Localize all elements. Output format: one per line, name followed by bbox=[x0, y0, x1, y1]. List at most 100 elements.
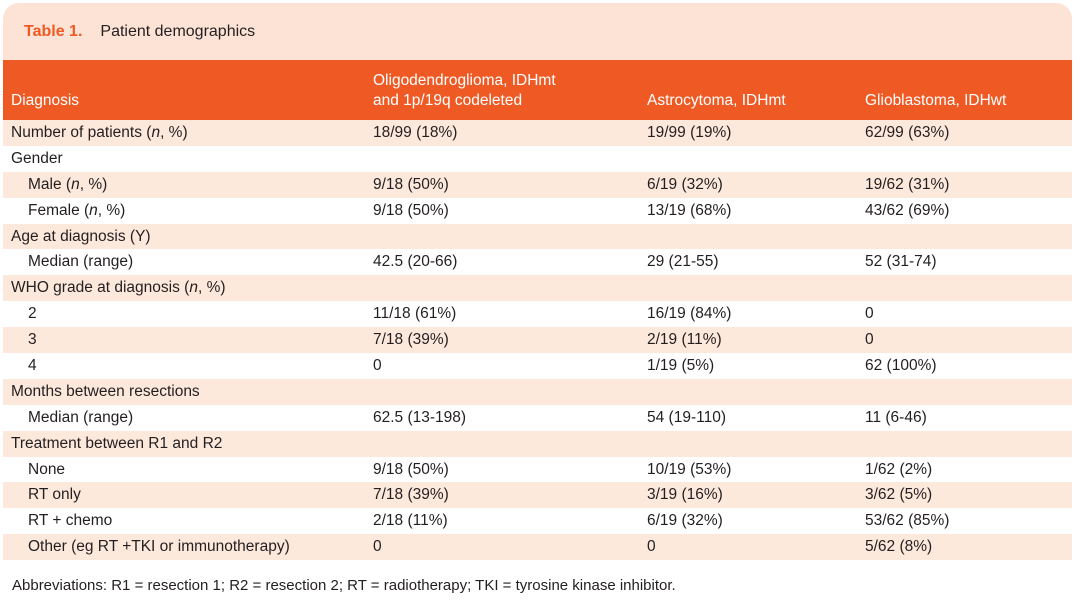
cell-glioblastoma: 62/99 (63%) bbox=[865, 123, 950, 141]
table-title: Patient demographics bbox=[100, 22, 256, 40]
demographics-table-card: Table 1. Patient demographics Diagnosis … bbox=[3, 3, 1072, 561]
table-row: Gender bbox=[3, 145, 1072, 172]
row-label-text: RT + chemo bbox=[28, 512, 113, 530]
cell-glioblastoma bbox=[857, 275, 1072, 301]
row-label-italic: n bbox=[151, 123, 161, 141]
header-astrocytoma: Astrocytoma, IDHmt bbox=[647, 92, 786, 109]
row-label-italic: n bbox=[71, 175, 80, 193]
table-row: RT only 7/18 (39%) 3/19 (16%) 3/62 (5%) bbox=[3, 482, 1072, 509]
cell-oligodendroglioma: 9/18 (50%) bbox=[373, 201, 449, 219]
row-label-text: 2 bbox=[28, 305, 37, 323]
cell-astrocytoma: 3/19 (16%) bbox=[647, 486, 723, 504]
cell-glioblastoma: 11 (6-46) bbox=[865, 408, 927, 426]
cell-oligodendroglioma: 11/18 (61%) bbox=[373, 305, 457, 323]
cell-oligodendroglioma bbox=[365, 224, 639, 250]
header-glioblastoma: Glioblastoma, IDHwt bbox=[865, 92, 1007, 109]
row-label-text: Median (range) bbox=[28, 253, 134, 271]
cell-glioblastoma: 1/62 (2%) bbox=[865, 460, 933, 478]
cell-oligodendroglioma: 7/18 (39%) bbox=[373, 331, 449, 349]
table-row: 4 0 1/19 (5%) 62 (100%) bbox=[3, 353, 1072, 379]
header-diagnosis: Diagnosis bbox=[11, 92, 80, 109]
row-label: 4 bbox=[3, 353, 365, 379]
row-label-text: RT only bbox=[28, 486, 81, 504]
row-label-text: None bbox=[28, 460, 66, 478]
row-label: Gender bbox=[3, 146, 365, 172]
row-label: Months between resections bbox=[3, 379, 365, 405]
row-label: Median (range) bbox=[3, 249, 365, 275]
table-row: Female (n, %) 9/18 (50%) 13/19 (68%) 43/62 … bbox=[3, 197, 1072, 224]
row-label-text: Age at diagnosis (Y) bbox=[11, 227, 151, 245]
row-label-text: Months between resections bbox=[11, 382, 200, 400]
row-label: Treatment between R1 and R2 bbox=[3, 431, 365, 457]
table-row: 3 7/18 (39%) 2/19 (11%) 0 bbox=[3, 327, 1072, 354]
table-row: None 9/18 (50%) 10/19 (53%) 1/62 (2%) bbox=[3, 456, 1072, 483]
cell-astrocytoma bbox=[639, 146, 857, 172]
cell-glioblastoma: 5/62 (8%) bbox=[865, 538, 933, 556]
row-label: RT only bbox=[3, 482, 365, 508]
cell-oligodendroglioma: 9/18 (50%) bbox=[373, 460, 449, 478]
table-footnote: Abbreviations: R1 = resection 1; R2 = re… bbox=[12, 577, 676, 594]
cell-astrocytoma bbox=[639, 379, 857, 405]
cell-oligodendroglioma: 2/18 (11%) bbox=[373, 512, 448, 530]
cell-glioblastoma: 0 bbox=[865, 331, 874, 349]
cell-oligodendroglioma: 7/18 (39%) bbox=[373, 486, 449, 504]
row-label: Age at diagnosis (Y) bbox=[3, 224, 365, 250]
demographics-table: Diagnosis Oligodendroglioma, IDHmt and 1… bbox=[3, 60, 1072, 561]
cell-astrocytoma: 19/99 (19%) bbox=[647, 123, 732, 141]
row-label-text: 3 bbox=[28, 331, 37, 349]
row-label: Female (n, %) bbox=[3, 198, 365, 224]
cell-astrocytoma: 16/19 (84%) bbox=[647, 305, 732, 323]
table-row: Treatment between R1 and R2 bbox=[3, 430, 1072, 457]
row-label-tail: , %) bbox=[197, 279, 226, 297]
row-label: RT + chemo bbox=[3, 508, 365, 534]
table-row: Median (range) 42.5 (20-66) 29 (21-55) 52 (… bbox=[3, 249, 1072, 276]
cell-astrocytoma bbox=[639, 224, 857, 250]
table-row: WHO grade at diagnosis (n, %) bbox=[3, 275, 1072, 302]
cell-astrocytoma: 13/19 (68%) bbox=[647, 201, 732, 219]
row-label-text: Treatment between R1 and R2 bbox=[11, 434, 223, 452]
header-oligodendroglioma-line2: and 1p/19q codeleted bbox=[373, 92, 523, 109]
table-row: Other (eg RT +TKI or immunotherapy) 0 0 5/6… bbox=[3, 534, 1072, 561]
header-oligodendroglioma-line1: Oligodendroglioma, IDHmt bbox=[373, 72, 556, 89]
cell-astrocytoma: 29 (21-55) bbox=[647, 253, 719, 271]
cell-glioblastoma: 43/62 (69%) bbox=[865, 201, 950, 219]
row-label-tail: , %) bbox=[97, 201, 126, 219]
row-label-text: Median (range) bbox=[28, 408, 134, 426]
row-label-tail: , %) bbox=[160, 123, 188, 141]
row-label-text: Female ( bbox=[28, 201, 90, 219]
row-label-text: 4 bbox=[28, 356, 37, 374]
cell-glioblastoma: 3/62 (5%) bbox=[865, 486, 933, 504]
cell-astrocytoma bbox=[639, 431, 857, 457]
cell-astrocytoma: 10/19 (53%) bbox=[647, 460, 732, 478]
row-label: 3 bbox=[3, 327, 365, 353]
cell-astrocytoma: 1/19 (5%) bbox=[647, 356, 715, 374]
cell-glioblastoma: 52 (31-74) bbox=[865, 253, 937, 271]
table-row: Male (n, %) 9/18 (50%) 6/19 (32%) 19/62 (31… bbox=[3, 171, 1072, 198]
cell-oligodendroglioma bbox=[365, 379, 639, 405]
cell-oligodendroglioma bbox=[365, 146, 639, 172]
cell-glioblastoma bbox=[857, 379, 1072, 405]
row-label: Other (eg RT +TKI or immunotherapy) bbox=[3, 534, 365, 560]
cell-astrocytoma bbox=[639, 275, 857, 301]
row-label-tail: , %) bbox=[79, 175, 108, 193]
cell-oligodendroglioma: 9/18 (50%) bbox=[373, 175, 449, 193]
table-row: RT + chemo 2/18 (11%) 6/19 (32%) 53/62 (85%… bbox=[3, 508, 1072, 535]
row-label-italic: n bbox=[89, 201, 98, 219]
cell-glioblastoma bbox=[857, 146, 1072, 172]
cell-glioblastoma: 0 bbox=[865, 305, 874, 323]
table-row: Number of patients (n, %) 18/99 (18%) 19/9… bbox=[3, 120, 1072, 146]
cell-oligodendroglioma: 0 bbox=[373, 538, 382, 556]
table-header-row: Diagnosis Oligodendroglioma, IDHmt and 1… bbox=[3, 60, 1072, 120]
row-label-text: Male ( bbox=[28, 175, 72, 193]
cell-oligodendroglioma: 42.5 (20-66) bbox=[373, 253, 458, 271]
table-number: Table 1. bbox=[24, 22, 83, 40]
cell-oligodendroglioma bbox=[365, 431, 639, 457]
cell-glioblastoma: 19/62 (31%) bbox=[865, 175, 950, 193]
row-label: Male (n, %) bbox=[3, 172, 365, 198]
row-label: Number of patients (n, %) bbox=[3, 120, 365, 146]
cell-oligodendroglioma: 18/99 (18%) bbox=[373, 123, 458, 141]
table-row: 2 11/18 (61%) 16/19 (84%) 0 bbox=[3, 301, 1072, 328]
cell-astrocytoma: 6/19 (32%) bbox=[647, 175, 723, 193]
row-label-text: Gender bbox=[11, 149, 63, 167]
table-row: Median (range) 62.5 (13-198) 54 (19-110) 11… bbox=[3, 404, 1072, 431]
